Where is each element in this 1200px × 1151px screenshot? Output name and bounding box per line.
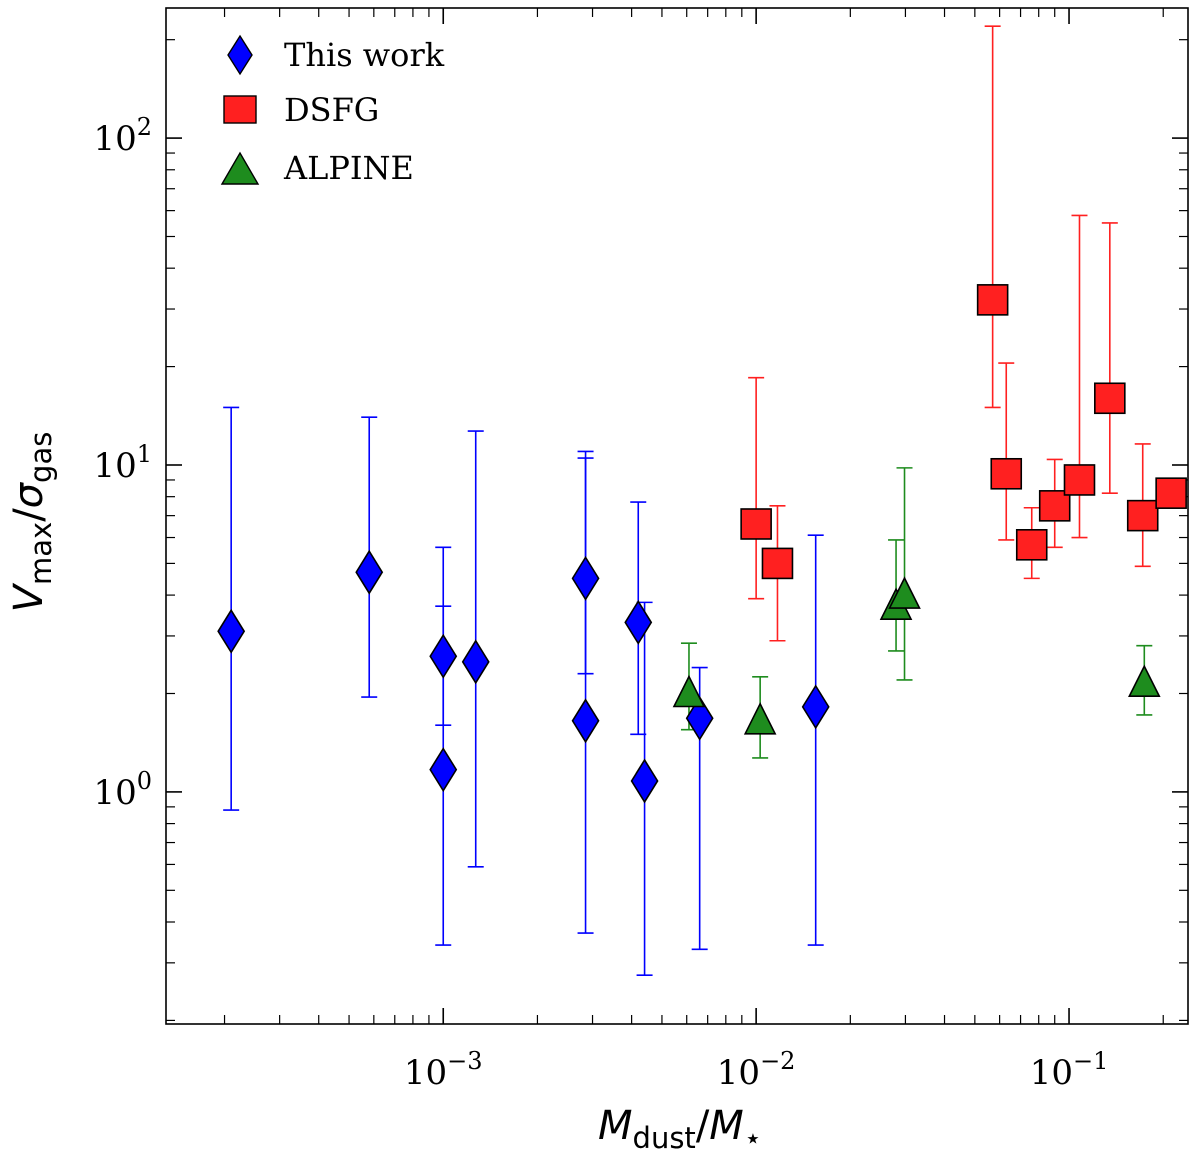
error-bar	[748, 376, 765, 600]
y-axis-label: Vmax/σgas	[6, 432, 58, 613]
data-point-this-work	[624, 599, 653, 645]
legend-item-alpine: ALPINE	[220, 149, 414, 187]
data-point-alpine	[743, 702, 777, 735]
data-point-alpine	[672, 674, 706, 708]
x-tick-label: 10−1	[1030, 1047, 1109, 1093]
data-point-dsfg	[990, 457, 1023, 490]
data-point-this-work	[630, 758, 659, 804]
legend-item-this-work: This work	[227, 34, 445, 76]
data-point-this-work	[461, 639, 490, 685]
data-point-this-work	[685, 695, 714, 741]
data-point-dsfg	[1094, 382, 1126, 415]
error-bar	[577, 450, 594, 934]
y-tick-label: 101	[93, 440, 152, 486]
data-point-dsfg	[976, 284, 1009, 316]
error-bar	[223, 406, 240, 811]
error-bar	[984, 25, 1001, 409]
data-point-this-work	[571, 698, 600, 744]
markers-layer	[217, 284, 1187, 804]
data-point-this-work	[429, 633, 458, 679]
legend-label-dsfg: DSFG	[284, 91, 379, 129]
error-bar	[1101, 222, 1118, 494]
error-bar	[896, 467, 913, 681]
error-bar	[807, 534, 824, 946]
plot-frame	[165, 7, 1189, 1025]
data-point-this-work	[429, 747, 458, 793]
data-point-dsfg	[761, 547, 794, 580]
data-point-this-work	[571, 555, 600, 601]
tick-labels-layer: 10−3 10−2 10−1 100 101 102	[93, 113, 1108, 1093]
y-tick-label: 100	[93, 767, 152, 813]
x-tick-label: 10−3	[404, 1047, 483, 1093]
legend-item-dsfg: DSFG	[223, 91, 379, 129]
error-bar	[998, 362, 1015, 541]
data-point-dsfg	[1126, 499, 1159, 532]
data-point-alpine	[888, 576, 921, 609]
legend-triangle-marker	[220, 151, 260, 185]
x-axis-label: Mdust/M⋆	[598, 1103, 762, 1151]
legend-square-marker	[223, 95, 257, 124]
legend: This work DSFG ALPINE	[220, 34, 445, 187]
data-point-dsfg	[740, 508, 772, 540]
ticks-layer	[166, 8, 1188, 1024]
data-point-dsfg	[1015, 529, 1048, 561]
legend-diamond-marker	[227, 34, 253, 76]
data-point-dsfg	[1155, 477, 1187, 509]
y-tick-label: 102	[93, 113, 152, 159]
data-point-alpine	[1128, 664, 1161, 698]
legend-label-this-work: This work	[284, 36, 445, 74]
data-point-dsfg	[1063, 464, 1096, 496]
data-point-this-work	[217, 608, 246, 654]
data-point-dsfg	[1038, 490, 1071, 522]
data-point-this-work	[801, 684, 830, 730]
x-tick-label: 10−2	[717, 1047, 796, 1093]
legend-label-alpine: ALPINE	[283, 149, 414, 187]
data-point-this-work	[355, 549, 384, 595]
